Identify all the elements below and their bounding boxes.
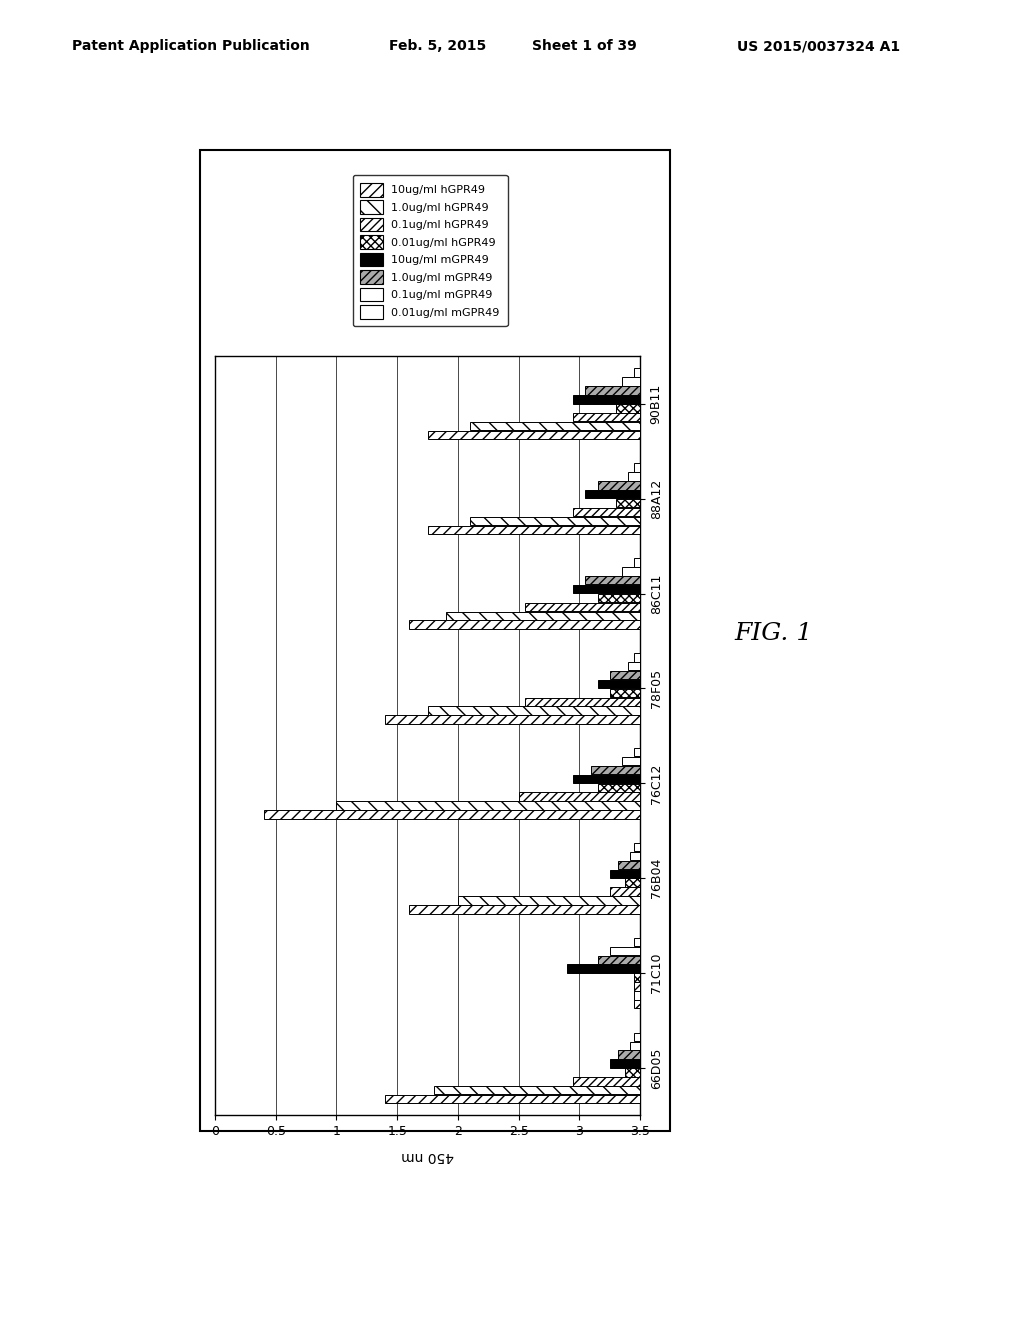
Bar (410, 906, 640, 913)
Bar (598, 784, 640, 792)
Bar (567, 965, 640, 973)
Bar (598, 482, 640, 490)
Bar (524, 697, 640, 706)
Bar (609, 689, 640, 697)
Bar (428, 430, 640, 440)
Bar (586, 576, 640, 585)
Bar (598, 594, 640, 602)
Bar (458, 896, 640, 904)
Bar (586, 387, 640, 395)
Bar (615, 499, 640, 507)
Bar (609, 671, 640, 680)
Bar (634, 653, 640, 661)
Bar (634, 1032, 640, 1041)
Bar (573, 1077, 640, 1085)
Bar (628, 663, 640, 671)
Bar (634, 463, 640, 471)
Bar (385, 715, 640, 723)
Bar (634, 937, 640, 946)
Bar (622, 378, 640, 385)
Bar (626, 1068, 640, 1077)
Text: Sheet 1 of 39: Sheet 1 of 39 (532, 40, 637, 53)
Bar (573, 775, 640, 783)
Bar (634, 843, 640, 851)
Bar (628, 473, 640, 480)
Bar (634, 1001, 640, 1008)
Bar (337, 801, 640, 809)
Bar (609, 946, 640, 956)
X-axis label: 450 nm: 450 nm (401, 1150, 454, 1163)
Text: Patent Application Publication: Patent Application Publication (72, 40, 309, 53)
Bar (634, 973, 640, 982)
Bar (573, 413, 640, 421)
Bar (634, 558, 640, 566)
Bar (618, 861, 640, 869)
Bar (634, 748, 640, 756)
Bar (634, 991, 640, 999)
Bar (263, 810, 640, 818)
Bar (598, 956, 640, 964)
Bar (470, 422, 640, 430)
Bar (428, 525, 640, 535)
Bar (626, 878, 640, 887)
Bar (609, 887, 640, 896)
Legend: 10ug/ml hGPR49, 1.0ug/ml hGPR49, 0.1ug/ml hGPR49, 0.01ug/ml hGPR49, 10ug/ml mGPR: 10ug/ml hGPR49, 1.0ug/ml hGPR49, 0.1ug/m… (352, 176, 508, 326)
Bar (631, 851, 640, 861)
Bar (622, 568, 640, 576)
Bar (598, 680, 640, 688)
Bar (609, 870, 640, 878)
Bar (433, 1086, 640, 1094)
Bar (445, 611, 640, 620)
Bar (615, 404, 640, 413)
Bar (524, 603, 640, 611)
Bar (385, 1094, 640, 1104)
Text: US 2015/0037324 A1: US 2015/0037324 A1 (737, 40, 900, 53)
Bar (518, 792, 640, 801)
Text: FIG. 1: FIG. 1 (734, 622, 812, 645)
Bar (573, 395, 640, 404)
Bar (470, 516, 640, 525)
Bar (410, 620, 640, 628)
Bar (586, 490, 640, 499)
Text: Feb. 5, 2015: Feb. 5, 2015 (389, 40, 486, 53)
Bar (592, 766, 640, 775)
Bar (428, 706, 640, 715)
Bar (634, 982, 640, 990)
Bar (618, 1051, 640, 1059)
Bar (631, 1041, 640, 1049)
Bar (634, 368, 640, 378)
Bar (573, 508, 640, 516)
Bar (573, 585, 640, 594)
Bar (609, 1059, 640, 1068)
Bar (622, 756, 640, 766)
